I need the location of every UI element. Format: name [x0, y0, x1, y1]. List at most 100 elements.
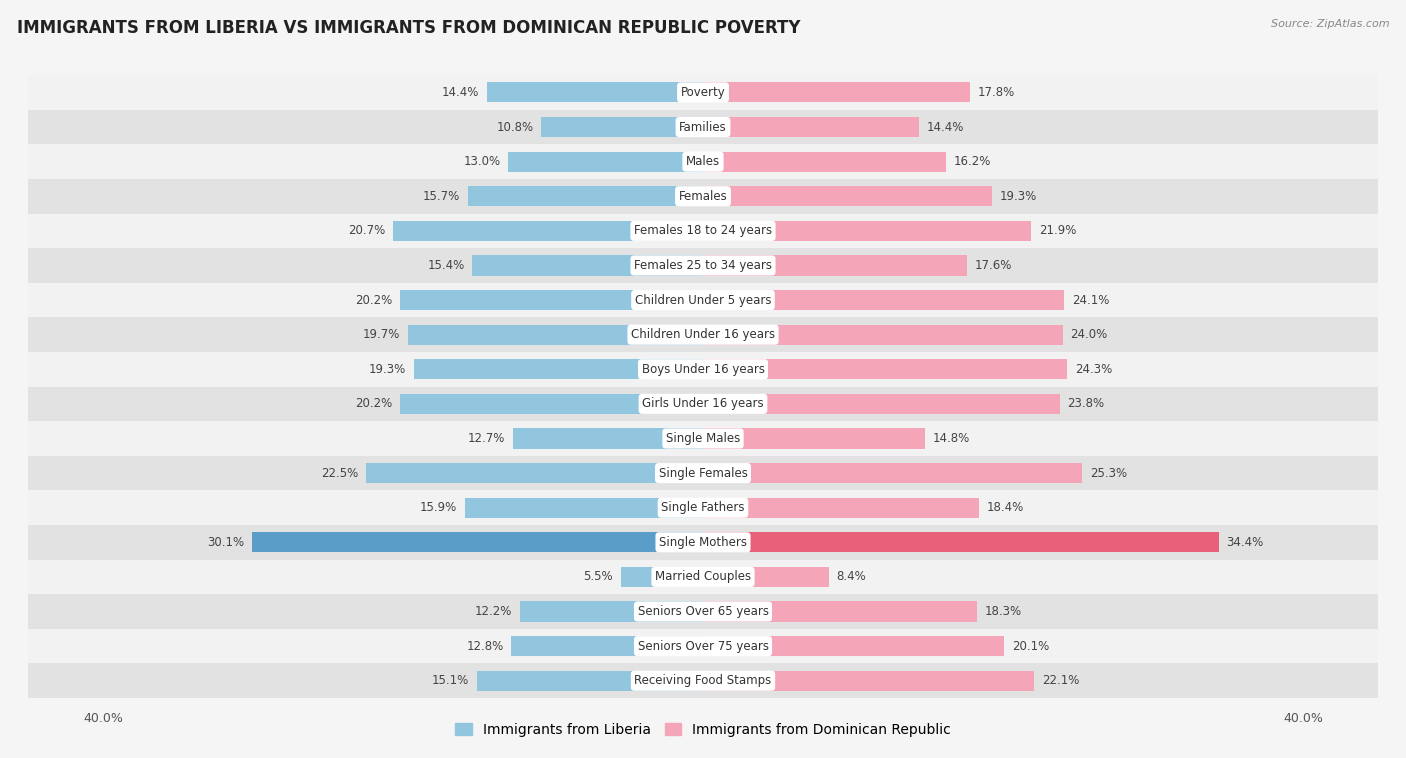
Bar — [28, 594, 1378, 629]
Text: Source: ZipAtlas.com: Source: ZipAtlas.com — [1271, 19, 1389, 29]
Bar — [703, 532, 1219, 553]
Bar — [28, 144, 1378, 179]
Text: 25.3%: 25.3% — [1090, 467, 1128, 480]
Text: 12.7%: 12.7% — [468, 432, 505, 445]
Bar — [28, 525, 1378, 559]
Text: 15.9%: 15.9% — [420, 501, 457, 514]
Bar — [366, 463, 703, 483]
Text: Families: Families — [679, 121, 727, 133]
Bar — [28, 490, 1378, 525]
Bar — [28, 421, 1378, 456]
Bar — [703, 359, 1067, 379]
Bar — [703, 636, 1004, 656]
Bar — [703, 83, 970, 102]
Bar — [28, 248, 1378, 283]
Bar — [28, 75, 1378, 110]
Text: 24.3%: 24.3% — [1076, 363, 1112, 376]
Text: 5.5%: 5.5% — [583, 571, 613, 584]
Text: 13.0%: 13.0% — [464, 155, 501, 168]
Bar — [252, 532, 703, 553]
Bar — [28, 559, 1378, 594]
Text: 20.2%: 20.2% — [356, 397, 392, 410]
Text: Single Males: Single Males — [666, 432, 740, 445]
Bar — [703, 255, 967, 275]
Bar — [703, 394, 1060, 414]
Bar — [28, 629, 1378, 663]
Bar — [401, 394, 703, 414]
Text: Married Couples: Married Couples — [655, 571, 751, 584]
Bar — [28, 456, 1378, 490]
Text: 19.3%: 19.3% — [1000, 190, 1038, 202]
Bar — [28, 110, 1378, 144]
Bar — [703, 324, 1063, 345]
Text: 30.1%: 30.1% — [207, 536, 245, 549]
Bar — [28, 179, 1378, 214]
Text: 23.8%: 23.8% — [1067, 397, 1105, 410]
Bar — [703, 498, 979, 518]
Text: 14.4%: 14.4% — [927, 121, 965, 133]
Text: Females 25 to 34 years: Females 25 to 34 years — [634, 259, 772, 272]
Text: 12.2%: 12.2% — [475, 605, 513, 618]
Text: 8.4%: 8.4% — [837, 571, 866, 584]
Text: 15.4%: 15.4% — [427, 259, 464, 272]
Text: 21.9%: 21.9% — [1039, 224, 1077, 237]
Bar — [413, 359, 703, 379]
Bar — [520, 602, 703, 622]
Text: 15.1%: 15.1% — [432, 674, 470, 688]
Bar — [464, 498, 703, 518]
Text: 14.4%: 14.4% — [441, 86, 479, 99]
Text: Children Under 16 years: Children Under 16 years — [631, 328, 775, 341]
Text: Females: Females — [679, 190, 727, 202]
Text: 14.8%: 14.8% — [932, 432, 970, 445]
Text: 18.4%: 18.4% — [987, 501, 1024, 514]
Bar — [703, 221, 1032, 241]
Bar — [486, 83, 703, 102]
Text: Seniors Over 65 years: Seniors Over 65 years — [637, 605, 769, 618]
Text: 17.6%: 17.6% — [974, 259, 1012, 272]
Text: 20.2%: 20.2% — [356, 293, 392, 306]
Text: 20.1%: 20.1% — [1012, 640, 1049, 653]
Bar — [508, 152, 703, 171]
Bar — [472, 255, 703, 275]
Text: 16.2%: 16.2% — [953, 155, 991, 168]
Bar — [28, 214, 1378, 248]
Text: 24.0%: 24.0% — [1070, 328, 1108, 341]
Text: 22.1%: 22.1% — [1042, 674, 1080, 688]
Text: Seniors Over 75 years: Seniors Over 75 years — [637, 640, 769, 653]
Text: Girls Under 16 years: Girls Under 16 years — [643, 397, 763, 410]
Text: 24.1%: 24.1% — [1071, 293, 1109, 306]
Bar — [468, 186, 703, 206]
Text: Females 18 to 24 years: Females 18 to 24 years — [634, 224, 772, 237]
Bar — [510, 636, 703, 656]
Text: 18.3%: 18.3% — [986, 605, 1022, 618]
Bar — [703, 567, 830, 587]
Bar — [513, 428, 703, 449]
Text: 20.7%: 20.7% — [347, 224, 385, 237]
Text: Males: Males — [686, 155, 720, 168]
Bar — [703, 428, 925, 449]
Bar — [28, 387, 1378, 421]
Bar — [28, 352, 1378, 387]
Bar — [703, 463, 1083, 483]
Text: 10.8%: 10.8% — [496, 121, 533, 133]
Text: Children Under 5 years: Children Under 5 years — [634, 293, 772, 306]
Text: 19.7%: 19.7% — [363, 328, 401, 341]
Text: Poverty: Poverty — [681, 86, 725, 99]
Bar — [703, 186, 993, 206]
Bar — [703, 671, 1035, 691]
Bar — [541, 117, 703, 137]
Bar — [703, 290, 1064, 310]
Text: Receiving Food Stamps: Receiving Food Stamps — [634, 674, 772, 688]
Legend: Immigrants from Liberia, Immigrants from Dominican Republic: Immigrants from Liberia, Immigrants from… — [450, 718, 956, 743]
Bar — [401, 290, 703, 310]
Bar — [703, 152, 946, 171]
Bar — [392, 221, 703, 241]
Text: 12.8%: 12.8% — [467, 640, 503, 653]
Bar — [620, 567, 703, 587]
Text: 34.4%: 34.4% — [1226, 536, 1264, 549]
Bar — [703, 117, 920, 137]
Text: Single Mothers: Single Mothers — [659, 536, 747, 549]
Bar — [703, 602, 977, 622]
Text: Single Females: Single Females — [658, 467, 748, 480]
Text: 22.5%: 22.5% — [321, 467, 359, 480]
